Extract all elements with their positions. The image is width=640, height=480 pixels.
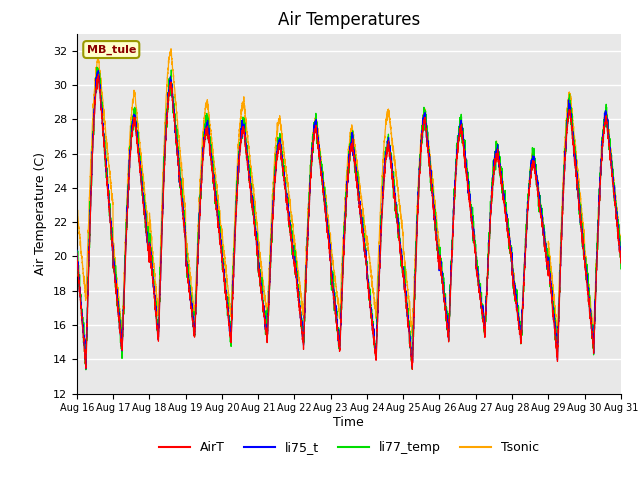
Legend: AirT, li75_t, li77_temp, Tsonic: AirT, li75_t, li77_temp, Tsonic [154,436,544,459]
X-axis label: Time: Time [333,416,364,429]
Y-axis label: Air Temperature (C): Air Temperature (C) [35,152,47,275]
Title: Air Temperatures: Air Temperatures [278,11,420,29]
Text: MB_tule: MB_tule [86,44,136,55]
